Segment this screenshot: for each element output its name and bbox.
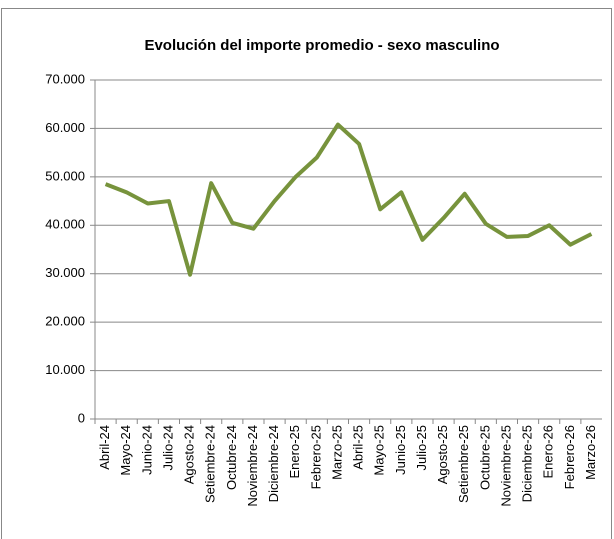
x-tick-label: Noviembre-25 (498, 425, 513, 507)
x-tick-label: Mayo-24 (118, 425, 133, 476)
x-tick-label: Marzo-26 (583, 425, 598, 480)
x-tick-label: Enero-25 (287, 425, 302, 478)
x-tick-label: Febrero-26 (562, 425, 577, 489)
x-tick-label: Abril-24 (97, 425, 112, 470)
x-tick-label: Abril-25 (351, 425, 366, 470)
x-tick-label: Febrero-25 (308, 425, 323, 489)
x-tick-label: Agosto-25 (435, 425, 450, 484)
x-tick-label: Diciembre-25 (520, 425, 535, 502)
chart-title: Evolución del importe promedio - sexo ma… (144, 37, 499, 54)
x-tick-label: Octubre-24 (224, 425, 239, 490)
x-tick-label: Enero-26 (541, 425, 556, 478)
data-line (104, 122, 593, 277)
x-tick-label: Octubre-25 (477, 425, 492, 490)
x-tick-label: Setiembre-25 (456, 425, 471, 503)
x-tick-label: Junio-24 (139, 425, 154, 475)
x-tick-label: Marzo-25 (329, 425, 344, 480)
x-tick-label: Noviembre-24 (245, 425, 260, 507)
x-tick-label: Setiembre-24 (203, 425, 218, 503)
y-tick-label: 40.000 (45, 217, 85, 232)
x-tick-label: Agosto-24 (182, 425, 197, 484)
x-tick-label: Diciembre-24 (266, 425, 281, 502)
y-tick-label: 60.000 (45, 120, 85, 135)
y-tick-label: 0 (78, 410, 85, 425)
x-tick-label: Julio-25 (414, 425, 429, 471)
y-tick-label: 70.000 (45, 71, 85, 86)
y-tick-label: 10.000 (45, 362, 85, 377)
x-tick-label: Junio-25 (393, 425, 408, 475)
y-tick-label: 30.000 (45, 265, 85, 280)
x-tick-label: Julio-24 (160, 425, 175, 471)
x-tick-label: Mayo-25 (372, 425, 387, 476)
y-tick-label: 20.000 (45, 314, 85, 329)
y-tick-label: 50.000 (45, 168, 85, 183)
